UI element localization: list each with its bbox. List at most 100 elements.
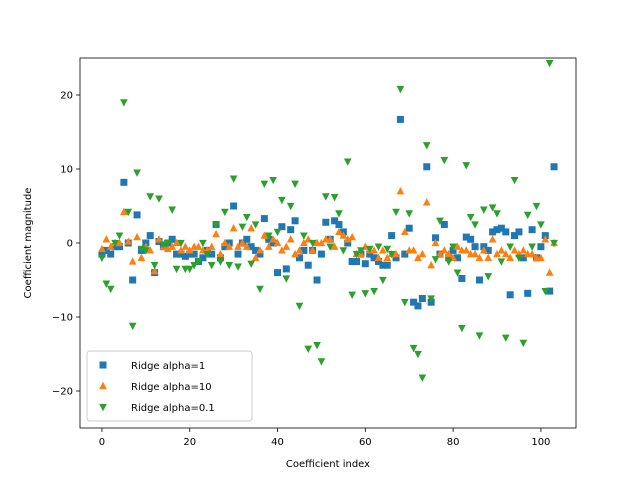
legend-box	[86, 350, 253, 422]
point-series-3-20	[185, 265, 194, 274]
point-series-3-84	[466, 213, 475, 222]
point-series-2-43	[286, 235, 295, 243]
point-series-3-30	[229, 175, 238, 183]
point-series-2-15	[163, 244, 172, 253]
point-series-3-1	[102, 280, 111, 288]
point-series-1-45	[295, 254, 303, 262]
point-series-2-45	[295, 246, 304, 254]
point-series-1-8	[133, 211, 141, 219]
point-series-3-28	[220, 208, 229, 217]
point-series-3-69	[400, 299, 409, 307]
point-series-2-54	[335, 227, 343, 236]
point-series-1-71	[410, 298, 418, 306]
point-series-1-51	[322, 218, 330, 226]
point-series-3-58	[352, 250, 361, 259]
point-series-1-31	[234, 250, 242, 258]
point-series-2-9	[137, 253, 146, 261]
point-series-3-91	[497, 258, 506, 266]
point-series-1-28	[221, 243, 229, 251]
point-series-1-33	[243, 235, 251, 243]
legend-marker-2	[99, 381, 107, 390]
point-series-3-68	[396, 85, 405, 94]
point-series-1-7	[129, 276, 137, 284]
point-series-3-100	[537, 221, 545, 229]
point-series-3-97	[523, 211, 532, 220]
point-series-3-83	[462, 162, 471, 170]
point-series-3-73	[418, 374, 427, 382]
point-series-2-87	[479, 246, 488, 254]
x-axis-ticks: 0 20 40 60 80 100	[99, 428, 550, 448]
point-series-3-47	[304, 345, 313, 354]
point-series-1-54	[335, 221, 343, 228]
point-series-3-7	[128, 322, 137, 331]
point-series-3-82	[458, 324, 466, 333]
point-series-1-43	[287, 226, 295, 234]
point-series-2-22	[194, 242, 203, 250]
data-marks	[98, 60, 558, 382]
point-series-1-98	[528, 226, 536, 234]
point-series-3-2	[106, 285, 115, 294]
point-series-1-67	[392, 254, 400, 262]
legend: Ridge alpha=1 Ridge alpha=10 Ridge alpha=0…	[86, 350, 253, 422]
point-series-3-75	[427, 295, 436, 303]
point-series-3-61	[365, 245, 374, 254]
point-series-1-88	[484, 246, 492, 254]
point-series-1-78	[440, 221, 448, 228]
point-series-1-49	[313, 276, 321, 284]
point-series-2-89	[488, 235, 497, 243]
point-series-2-38	[264, 242, 273, 250]
point-series-2-32	[238, 238, 247, 247]
point-series-2-76	[431, 238, 440, 247]
point-series-2-64	[379, 246, 387, 254]
point-series-3-18	[177, 239, 185, 248]
point-series-1-92	[502, 228, 510, 236]
point-series-3-57	[348, 291, 356, 299]
point-series-1-56	[344, 239, 352, 247]
point-series-2-35	[251, 253, 260, 261]
point-series-2-41	[278, 246, 286, 254]
point-series-2-55	[339, 231, 348, 239]
point-series-1-19	[181, 252, 189, 260]
point-series-1-94	[511, 232, 519, 240]
point-series-3-41	[278, 196, 286, 205]
point-series-3-48	[308, 239, 317, 248]
point-series-3-15	[163, 239, 172, 248]
point-series-2-71	[409, 246, 418, 254]
point-series-2-46	[300, 238, 308, 247]
point-series-3-36	[256, 285, 264, 294]
point-series-2-12	[150, 266, 159, 275]
point-series-1-64	[379, 261, 387, 269]
point-series-2-90	[493, 249, 501, 258]
point-series-2-73	[418, 249, 427, 258]
point-series-3-24	[203, 250, 212, 259]
point-series-2-36	[256, 246, 264, 254]
point-series-1-57	[348, 258, 356, 265]
point-series-1-90	[493, 226, 501, 234]
point-series-1-60	[361, 260, 369, 268]
point-series-3-40	[273, 228, 282, 237]
point-series-3-79	[444, 258, 453, 266]
point-series-2-29	[225, 242, 234, 250]
point-series-2-85	[471, 249, 479, 258]
point-series-2-16	[168, 242, 177, 250]
point-series-1-4	[116, 243, 124, 251]
point-series-1-25	[208, 250, 216, 258]
point-series-3-17	[172, 265, 181, 274]
point-series-1-66	[388, 232, 396, 240]
point-series-1-41	[278, 223, 286, 231]
point-series-2-83	[462, 246, 471, 254]
point-series-1-61	[366, 250, 374, 258]
point-series-1-0	[98, 250, 106, 258]
point-series-1-73	[418, 295, 426, 302]
point-series-1-96	[519, 254, 527, 262]
point-series-1-1	[102, 246, 110, 254]
point-series-3-44	[291, 180, 299, 188]
point-series-2-13	[155, 235, 163, 243]
point-series-3-21	[190, 262, 198, 270]
point-series-2-79	[444, 249, 453, 258]
point-series-2-4	[115, 238, 124, 247]
point-series-3-74	[422, 142, 431, 150]
point-series-2-27	[216, 249, 225, 258]
point-series-2-48	[308, 246, 317, 254]
point-series-1-47	[304, 261, 312, 269]
